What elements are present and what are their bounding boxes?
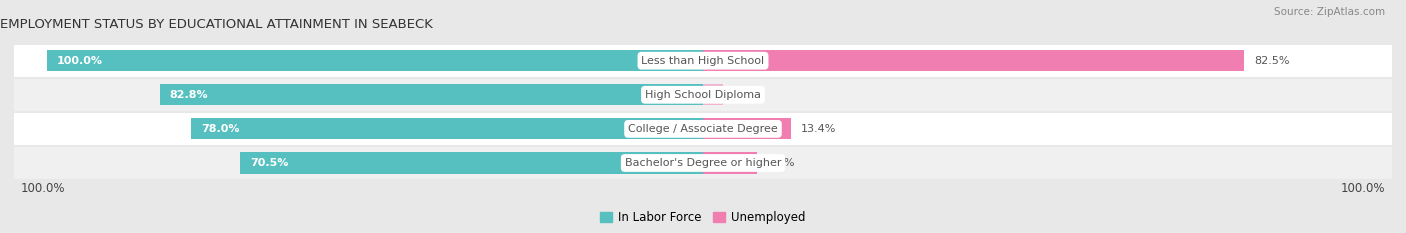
Text: Bachelor's Degree or higher: Bachelor's Degree or higher [624,158,782,168]
Text: 100.0%: 100.0% [21,182,65,195]
Legend: In Labor Force, Unemployed: In Labor Force, Unemployed [596,206,810,229]
Text: 100.0%: 100.0% [1341,182,1385,195]
Text: 0.0%: 0.0% [733,90,761,100]
Bar [14,78,1392,112]
Bar [703,152,756,174]
Text: College / Associate Degree: College / Associate Degree [628,124,778,134]
Text: 82.5%: 82.5% [1254,56,1289,66]
Text: 8.2%: 8.2% [766,158,796,168]
Bar [703,84,723,105]
Bar [703,50,1244,71]
Text: Source: ZipAtlas.com: Source: ZipAtlas.com [1274,7,1385,17]
Text: 78.0%: 78.0% [201,124,239,134]
Text: Less than High School: Less than High School [641,56,765,66]
Bar [191,118,703,140]
Bar [240,152,703,174]
Text: 13.4%: 13.4% [801,124,837,134]
Text: EMPLOYMENT STATUS BY EDUCATIONAL ATTAINMENT IN SEABECK: EMPLOYMENT STATUS BY EDUCATIONAL ATTAINM… [0,18,433,31]
Text: 70.5%: 70.5% [250,158,288,168]
Text: 82.8%: 82.8% [170,90,208,100]
Text: 100.0%: 100.0% [56,56,103,66]
Text: High School Diploma: High School Diploma [645,90,761,100]
Bar [14,146,1392,180]
Bar [14,44,1392,78]
Bar [160,84,703,105]
Bar [14,112,1392,146]
Bar [703,118,792,140]
Bar [46,50,703,71]
